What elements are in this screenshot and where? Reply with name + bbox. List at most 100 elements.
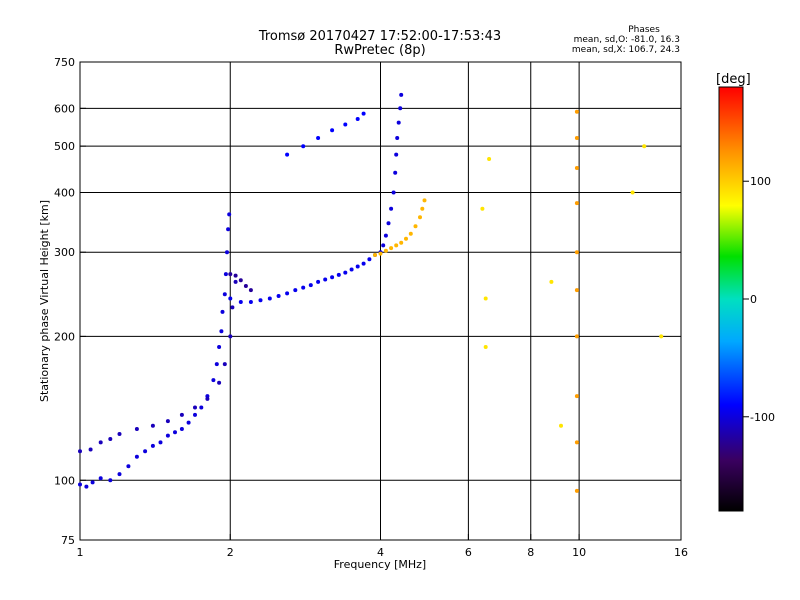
data-point [574,488,579,493]
data-point [179,412,184,417]
data-point [574,109,579,114]
chart-title: Tromsø 20170427 17:52:00-17:53:43 [258,29,501,44]
data-point [301,144,306,149]
data-point [480,206,485,211]
data-point [422,198,427,203]
data-point [413,224,418,229]
data-point [220,309,225,314]
data-point [78,449,82,454]
y-tick-label: 400 [54,186,75,199]
data-point [233,273,238,278]
data-point [396,120,401,125]
data-point [383,233,388,238]
data-point [399,240,404,245]
data-point [214,362,219,367]
data-point [134,427,139,431]
phases-header: Phases [628,25,660,35]
data-point [143,449,148,454]
data-point [165,419,170,424]
grid-lines [80,62,681,540]
data-point [248,288,253,293]
data-point [193,412,197,417]
data-point [386,221,391,226]
data-point [487,157,492,161]
y-tick-label: 75 [61,534,75,547]
data-point [574,334,579,339]
data-point [336,272,341,277]
data-point [574,250,579,255]
data-point [630,190,635,195]
chart-subtitle: RwPretec (8p) [334,43,425,58]
data-point [293,288,298,293]
data-point [389,246,394,251]
data-point [418,215,422,220]
data-point [343,122,348,127]
data-point [108,478,113,483]
data-point [316,136,321,140]
x-tick-label: 4 [377,546,384,559]
data-point [222,362,227,367]
data-point [88,447,93,452]
x-axis-label: Frequency [MHz] [334,558,426,571]
data-point [574,166,579,170]
data-point [205,394,210,399]
data-point [395,136,400,140]
data-point [574,394,579,399]
data-point [642,144,647,149]
x-tick-label: 16 [674,546,688,559]
x-tick-label: 8 [527,546,534,559]
data-point [391,190,396,195]
data-point [361,261,366,266]
data-point [349,267,354,272]
y-tick-label: 500 [54,140,75,153]
data-point [98,440,103,445]
phases-stats-o: mean, sd,O: -81.0, 16.3 [574,35,680,45]
data-point [150,423,155,428]
data-point [84,484,89,489]
data-point [276,294,281,298]
data-point [373,253,377,257]
data-point [165,433,170,438]
data-point [134,454,139,459]
data-point [230,305,235,310]
data-point [316,279,321,284]
y-tick-label: 100 [54,474,75,487]
data-point [78,482,82,487]
data-point [173,430,177,435]
x-tick-label: 2 [227,546,234,559]
data-point [211,378,216,383]
data-point [659,334,664,339]
data-point [150,443,155,448]
data-point [90,480,95,485]
data-point [389,206,394,211]
colorbar-ticks: 100 0 -100 [743,175,775,424]
data-point [126,464,131,469]
data-point [483,296,488,301]
y-tick-label: 200 [54,330,75,343]
data-point [574,440,579,445]
data-point [355,117,360,121]
y-tick-label: 750 [54,56,75,69]
colorbar-tick-label: 0 [750,293,757,306]
x-tick-label: 6 [465,546,472,559]
colorbar-label: [deg] [716,72,751,87]
data-point [285,152,290,157]
x-tick-label: 10 [572,546,586,559]
data-point [248,300,253,304]
data-points [78,92,664,493]
data-point [222,292,227,297]
data-point [378,251,383,256]
data-point [217,345,222,349]
data-point [361,111,366,116]
colorbar-tick-label: 100 [750,175,771,188]
data-point [117,432,122,436]
data-point [158,440,163,445]
data-point [301,285,306,290]
data-point [404,236,408,241]
data-point [267,296,272,301]
data-point [393,170,398,175]
data-point [330,128,335,133]
data-point [343,270,348,275]
data-point [217,380,222,385]
